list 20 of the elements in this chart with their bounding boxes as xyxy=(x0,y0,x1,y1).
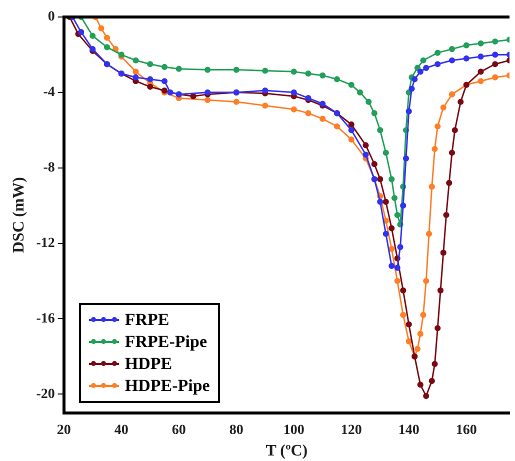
legend-label: FRPE xyxy=(124,309,170,331)
y-tick-label: -8 xyxy=(43,160,55,176)
x-tick-label: 100 xyxy=(283,423,304,438)
y-tick-label: 0 xyxy=(48,10,55,25)
x-tick-label: 140 xyxy=(398,423,420,438)
y-tick-label: -20 xyxy=(36,386,55,402)
legend-label: HDPE xyxy=(124,353,172,375)
x-tick-label: 160 xyxy=(456,423,477,438)
y-axis-title: DSC (mW) xyxy=(10,177,28,253)
x-tick-label: 80 xyxy=(229,423,244,438)
x-tick-label: 120 xyxy=(340,423,362,438)
legend-label: HDPE-Pipe xyxy=(124,375,210,397)
y-tick-label: -16 xyxy=(36,311,55,326)
legend-label: FRPE-Pipe xyxy=(124,331,208,353)
x-tick-label: 60 xyxy=(172,423,186,438)
y-tick-label: -12 xyxy=(36,236,55,251)
x-tick-label: 20 xyxy=(56,423,71,438)
x-tick-label: 40 xyxy=(114,423,128,438)
x-axis-title: T (ºC) xyxy=(266,442,308,460)
y-tick-label: -4 xyxy=(43,85,55,100)
